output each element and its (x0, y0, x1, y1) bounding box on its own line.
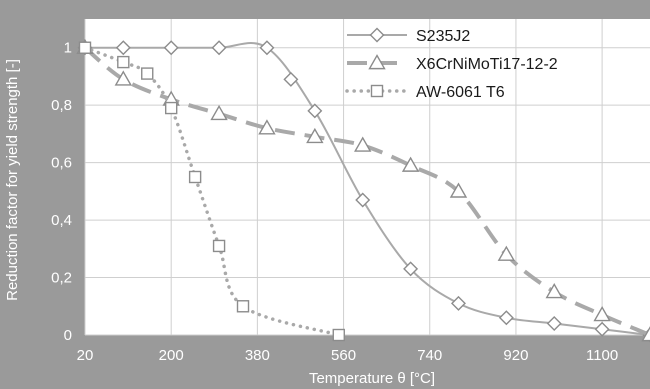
data-point (117, 55, 130, 69)
legend-item-s235j2: S235J2 (347, 27, 470, 45)
data-point (114, 70, 133, 86)
data-point (259, 40, 275, 56)
legend-marker (368, 54, 386, 70)
x-tick-label: 920 (503, 347, 528, 364)
data-point (210, 104, 228, 121)
data-point (163, 40, 179, 56)
data-point (498, 310, 514, 326)
y-tick-label: 0,6 (51, 155, 72, 172)
y-tick-label: 0 (64, 327, 72, 344)
data-point (450, 295, 466, 311)
data-point (283, 71, 299, 87)
x-tick-label: 200 (159, 347, 184, 364)
data-point (403, 261, 419, 277)
y-axis-label: Reduction factor for yield strength [-] (4, 59, 21, 301)
legend-marker (370, 84, 384, 98)
data-point (355, 192, 371, 208)
x-tick-label: 20 (77, 347, 94, 364)
data-point (641, 326, 650, 342)
data-point (236, 300, 250, 313)
data-point (211, 40, 227, 56)
data-point (78, 41, 92, 54)
data-point (354, 136, 372, 152)
y-tick-label: 0,2 (51, 270, 72, 287)
x-tick-label: 1100 (586, 347, 618, 364)
data-point (164, 101, 178, 115)
legend-label: X6CrNiMoTi17-12-2 (416, 56, 558, 73)
ticks: 20 200 380 560 740 920 1100 0 0,2 0,4 0,6 0,8 1 (51, 40, 618, 364)
x-tick-label: 380 (245, 347, 270, 364)
grid (84, 19, 650, 336)
data-point (188, 170, 202, 184)
data-point (306, 127, 324, 144)
legend-label: S235J2 (416, 28, 470, 45)
data-point (115, 40, 131, 56)
legend-item-x6crnimoti17-12-2: X6CrNiMoTi17-12-2 (347, 54, 558, 73)
legend: S235J2 X6CrNiMoTi17-12-2 AW-6061 T6 (345, 27, 558, 101)
data-point (593, 305, 611, 322)
y-tick-label: 1 (64, 40, 72, 57)
data-point (401, 156, 420, 172)
x-axis-label: Temperature θ [°C] (309, 370, 435, 387)
series-aw-6061-t6 (78, 41, 345, 342)
x-tick-label: 560 (331, 347, 356, 364)
data-point (449, 182, 468, 198)
data-point (332, 328, 345, 342)
y-tick-label: 0,8 (51, 97, 72, 114)
data-point (307, 103, 323, 119)
data-point (258, 119, 276, 135)
data-point (546, 316, 562, 331)
x-tick-label: 740 (417, 347, 442, 364)
plot-area (85, 19, 650, 335)
legend-item-aw-6061-t6: AW-6061 T6 (345, 84, 505, 101)
data-point (594, 321, 610, 337)
data-point (497, 245, 516, 261)
data-point (141, 67, 154, 80)
y-tick-label: 0,4 (51, 212, 72, 229)
legend-marker (369, 27, 385, 43)
series-layer (76, 38, 650, 343)
data-point (545, 282, 563, 299)
legend-label: AW-6061 T6 (416, 84, 505, 101)
data-point (212, 239, 226, 253)
